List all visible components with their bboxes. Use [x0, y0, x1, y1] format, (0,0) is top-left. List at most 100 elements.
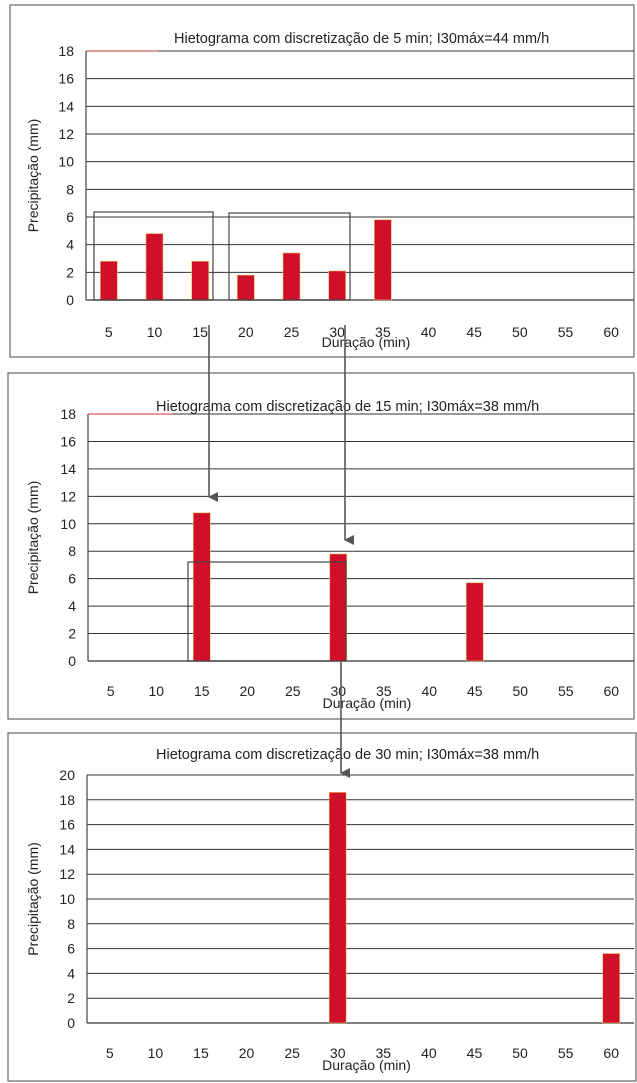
x-tick-label: 5 [107, 683, 115, 699]
y-tick-label: 14 [60, 461, 76, 477]
bar [329, 553, 348, 662]
x-tick-label: 15 [193, 1045, 209, 1061]
chart-title: Hietograma com discretização de 5 min; I… [174, 31, 549, 47]
x-tick-label: 15 [194, 683, 210, 699]
bar [100, 260, 118, 301]
x-tick-label: 45 [467, 1045, 483, 1061]
chart-title: Hietograma com discretização de 15 min; … [156, 399, 539, 415]
x-tick-label: 55 [558, 324, 574, 340]
y-tick-label: 14 [59, 841, 75, 857]
y-tick-label: 4 [67, 965, 75, 981]
x-tick-label: 50 [512, 1045, 528, 1061]
y-tick-label: 2 [66, 264, 74, 280]
x-tick-label: 20 [239, 1045, 255, 1061]
y-tick-label: 4 [66, 237, 74, 253]
grouping-box [93, 211, 214, 301]
chart-frame [9, 4, 635, 358]
y-tick-label: 16 [59, 817, 75, 833]
chart-panel-2: 0 2 4 6 8 10 12 14 16 18 5 10 15 20 25 30 35 40 45 50 55 60 Hi… [7, 372, 635, 720]
y-tick-label: 12 [60, 488, 76, 504]
x-tick-label: 45 [466, 324, 482, 340]
x-tick-label: 55 [558, 683, 574, 699]
y-tick-label: 6 [68, 571, 76, 587]
x-tick-label: 40 [421, 683, 437, 699]
bar [237, 274, 255, 301]
bar [465, 582, 484, 662]
bar [602, 953, 621, 1024]
x-tick-label: 15 [192, 324, 208, 340]
x-tick-label: 10 [147, 324, 163, 340]
x-tick-label: 25 [284, 1045, 300, 1061]
y-tick-label: 10 [60, 516, 76, 532]
x-tick-label: 30 [330, 683, 346, 699]
y-tick-label: 8 [66, 181, 74, 197]
y-tick-label: 18 [58, 43, 74, 59]
y-tick-label: 10 [58, 154, 74, 170]
x-tick-label: 50 [512, 683, 528, 699]
chart-title: Hietograma com discretização de 30 min; … [156, 747, 539, 763]
x-axis-label: Duração (min) [322, 1057, 411, 1073]
chart-panel-3: 0 2 4 6 8 10 12 14 16 18 20 5 10 15 20 25 30 35 40 45 50 55 60… [7, 732, 637, 1082]
y-tick-label: 18 [59, 792, 75, 808]
chart-panel-1: 0 2 4 6 8 10 12 14 16 18 5 10 15 20 25 30 35 40 45 50 55 60 Hi… [9, 4, 635, 358]
chart-frame [7, 732, 637, 1082]
y-tick-label: 0 [66, 292, 74, 308]
bar [282, 252, 301, 301]
y-tick-label: 12 [58, 126, 74, 142]
bar [192, 512, 211, 662]
x-tick-label: 5 [106, 1045, 114, 1061]
y-tick-label: 8 [67, 916, 75, 932]
x-tick-label: 60 [603, 683, 619, 699]
y-tick-label: 10 [59, 891, 75, 907]
x-tick-label: 30 [330, 1045, 346, 1061]
x-tick-label: 25 [284, 324, 300, 340]
y-tick-label: 16 [58, 71, 74, 87]
y-axis-label: Precipitação (mm) [25, 119, 41, 233]
y-tick-label: 6 [67, 941, 75, 957]
chart-frame [7, 372, 635, 720]
y-axis-label: Precipitação (mm) [25, 842, 41, 956]
x-tick-label: 40 [421, 1045, 437, 1061]
x-axis-label: Duração (min) [322, 334, 411, 350]
x-tick-label: 35 [375, 324, 391, 340]
y-tick-label: 16 [60, 433, 76, 449]
x-tick-label: 35 [376, 1045, 392, 1061]
bar [145, 233, 164, 301]
x-tick-label: 45 [467, 683, 483, 699]
bar [191, 260, 209, 301]
y-tick-label: 2 [68, 626, 76, 642]
bar [328, 270, 346, 301]
y-axis-label: Precipitação (mm) [25, 481, 41, 595]
annotation-overlay [86, 50, 354, 778]
x-tick-label: 25 [285, 683, 301, 699]
x-axis-label: Duração (min) [323, 695, 412, 711]
y-tick-label: 18 [60, 406, 76, 422]
y-tick-label: 2 [67, 990, 75, 1006]
y-tick-label: 8 [68, 543, 76, 559]
bar [374, 219, 392, 301]
x-tick-label: 10 [148, 1045, 164, 1061]
x-tick-label: 40 [421, 324, 437, 340]
grouping-box [228, 212, 351, 301]
y-tick-label: 0 [67, 1015, 75, 1031]
bar [328, 792, 347, 1024]
x-tick-label: 10 [148, 683, 164, 699]
y-tick-label: 14 [58, 98, 74, 114]
x-tick-label: 60 [603, 1045, 619, 1061]
y-tick-label: 0 [68, 653, 76, 669]
y-tick-label: 12 [59, 866, 75, 882]
x-tick-label: 50 [512, 324, 528, 340]
y-tick-label: 6 [66, 209, 74, 225]
x-tick-label: 20 [239, 683, 255, 699]
grouping-box [187, 561, 347, 662]
x-tick-label: 55 [558, 1045, 574, 1061]
y-tick-label: 20 [59, 767, 75, 783]
x-tick-label: 60 [603, 324, 619, 340]
y-tick-label: 4 [68, 598, 76, 614]
x-tick-label: 30 [329, 324, 345, 340]
x-tick-label: 35 [376, 683, 392, 699]
x-tick-label: 20 [238, 324, 254, 340]
x-tick-label: 5 [105, 324, 113, 340]
